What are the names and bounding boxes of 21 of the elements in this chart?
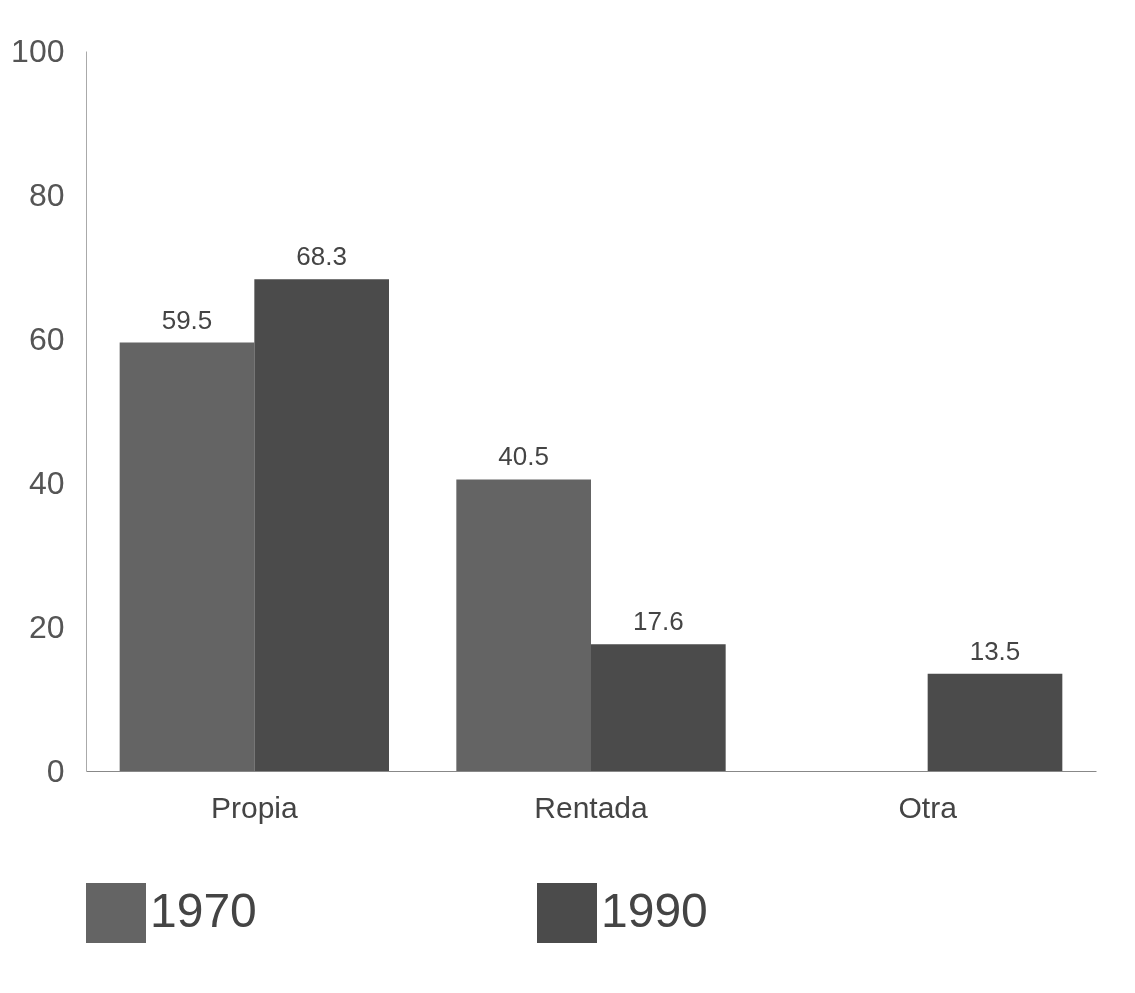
x-tick-label: Rentada [534,790,649,824]
y-tick-label: 60 [28,320,65,357]
x-tick-label: Otra [898,790,958,824]
legend-label: 1970 [150,884,257,937]
y-tick-label: 20 [28,608,65,645]
legend-label: 1990 [601,884,708,937]
y-tick-label: 40 [28,464,65,501]
data-label: 17.6 [633,606,684,637]
y-tick-label: 80 [28,176,65,213]
data-label: 13.5 [969,635,1021,666]
bar [927,673,1063,771]
y-tick-label: 100 [11,32,65,69]
bar [119,342,255,771]
data-label: 68.3 [296,241,347,272]
x-tick-label: Propia [210,790,299,824]
data-label: 40.5 [498,441,549,472]
bar [254,279,389,771]
y-tick-label: 0 [46,752,65,789]
bar [591,644,726,771]
bar [456,479,591,771]
data-label: 59.5 [161,304,213,335]
